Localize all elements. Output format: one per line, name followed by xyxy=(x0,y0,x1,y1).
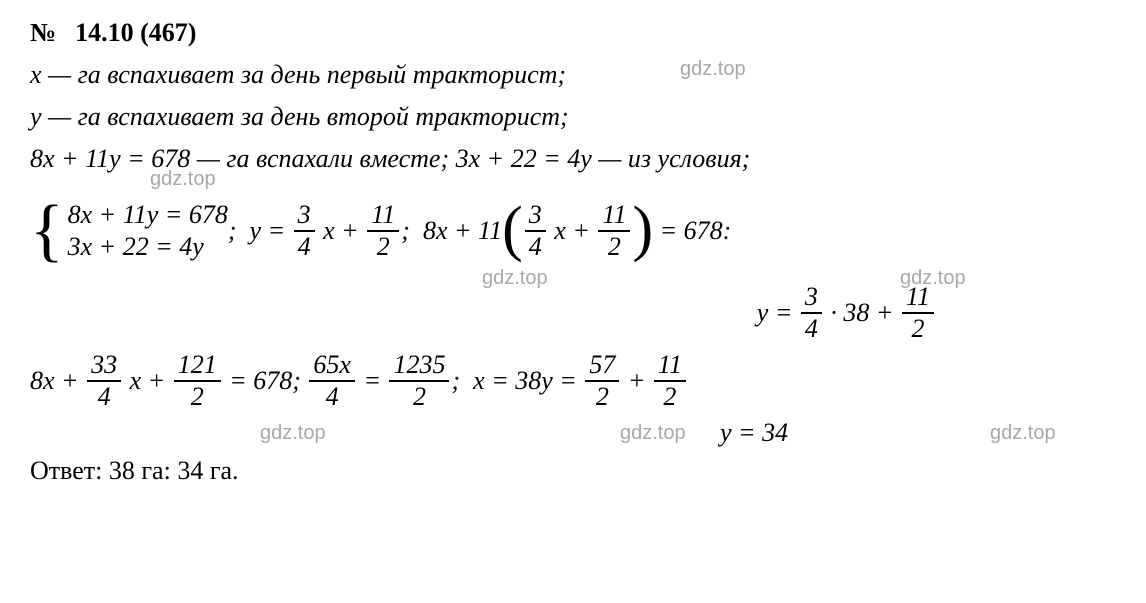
fraction: 1235 2 xyxy=(389,352,449,410)
number-prefix: № xyxy=(30,18,56,47)
semicolon: ; xyxy=(451,366,473,396)
fraction-den: 2 xyxy=(585,382,619,410)
fraction-den: 4 xyxy=(309,382,355,410)
text: x + xyxy=(123,366,172,396)
fraction: 3 4 xyxy=(801,284,822,342)
text: 8x + xyxy=(30,366,85,396)
fraction-den: 2 xyxy=(367,232,399,260)
fraction-num: 33 xyxy=(87,352,121,382)
fraction-num: 65x xyxy=(309,352,355,382)
definition-y: y — га вспахивает за день второй трактор… xyxy=(30,102,1116,136)
watermark: gdz.top xyxy=(680,58,746,81)
fraction-den: 4 xyxy=(525,232,546,260)
semicolon: ; xyxy=(401,216,423,246)
text: = 678; xyxy=(223,366,308,396)
fraction: 65x 4 xyxy=(309,352,355,410)
y-equals: y = xyxy=(541,366,583,396)
fraction-num: 3 xyxy=(801,284,822,314)
fraction-den: 4 xyxy=(87,382,121,410)
answer-line: Ответ: 38 га: 34 га. xyxy=(30,456,1116,490)
fraction-num: 11 xyxy=(598,202,630,232)
fraction: 3 4 xyxy=(294,202,315,260)
fraction-num: 57 xyxy=(585,352,619,382)
y-equals: y = xyxy=(757,298,799,328)
fraction-num: 11 xyxy=(654,352,686,382)
answer-text: Ответ: 38 га: 34 га. xyxy=(30,456,239,485)
fraction: 11 2 xyxy=(902,284,934,342)
fraction-den: 2 xyxy=(902,314,934,342)
y-equals: y = xyxy=(250,216,292,246)
fraction-den: 2 xyxy=(598,232,630,260)
text: · 38 + xyxy=(824,298,900,328)
definition-x-text: x — га вспахивает за день первый трактор… xyxy=(30,60,566,89)
y-intermediate-row: y = 3 4 · 38 + 11 2 xyxy=(30,284,1116,342)
fraction-den: 2 xyxy=(174,382,221,410)
y-result-row: gdz.top gdz.top y = 34 gdz.top xyxy=(30,418,1116,452)
text: + xyxy=(621,366,652,396)
fraction-num: 3 xyxy=(525,202,546,232)
text: x + xyxy=(548,216,597,246)
fraction-num: 1235 xyxy=(389,352,449,382)
fraction-num: 3 xyxy=(294,202,315,232)
left-brace-icon: { xyxy=(30,196,64,266)
fraction: 11 2 xyxy=(654,352,686,410)
left-paren-icon: ( xyxy=(502,198,523,260)
equations-summary-text: 8x + 11y = 678 — га вспахали вместе; 3x … xyxy=(30,144,750,173)
system-eq-1: 8x + 11y = 678 xyxy=(68,199,228,231)
problem-number: № 14.10 (467) xyxy=(30,18,1116,52)
number-value: 14.10 (467) xyxy=(75,18,196,47)
semicolon: ; xyxy=(228,216,250,246)
definition-x: x — га вспахивает за день первый трактор… xyxy=(30,60,1116,94)
fraction-den: 2 xyxy=(654,382,686,410)
fraction: 57 2 xyxy=(585,352,619,410)
text: x + xyxy=(317,216,366,246)
watermark: gdz.top xyxy=(990,422,1056,445)
definition-y-text: y — га вспахивает за день второй трактор… xyxy=(30,102,569,131)
x-result: x = 38 xyxy=(473,366,541,396)
fraction: 33 4 xyxy=(87,352,121,410)
fraction-num: 11 xyxy=(367,202,399,232)
watermark: gdz.top xyxy=(150,168,216,191)
fraction-den: 2 xyxy=(389,382,449,410)
fraction-den: 4 xyxy=(294,232,315,260)
fraction: 121 2 xyxy=(174,352,221,410)
equation-system: { 8x + 11y = 678 3x + 22 = 4y xyxy=(30,196,228,266)
y-result: y = 34 xyxy=(720,418,788,448)
fraction-num: 121 xyxy=(174,352,221,382)
watermark: gdz.top xyxy=(620,422,686,445)
fraction-num: 11 xyxy=(902,284,934,314)
fraction: 11 2 xyxy=(367,202,399,260)
expansion-row: 8x + 33 4 x + 121 2 = 678; 65x 4 = 1235 … xyxy=(30,352,1116,410)
system-row: gdz.top { 8x + 11y = 678 3x + 22 = 4y ; … xyxy=(30,196,1116,266)
watermark: gdz.top xyxy=(260,422,326,445)
fraction: 11 2 xyxy=(598,202,630,260)
fraction-den: 4 xyxy=(801,314,822,342)
fraction: 3 4 xyxy=(525,202,546,260)
text: = xyxy=(357,366,388,396)
system-eq-2: 3x + 22 = 4y xyxy=(68,231,228,263)
text: = 678: xyxy=(653,216,731,246)
text: 8x + 11 xyxy=(423,216,502,246)
right-paren-icon: ) xyxy=(632,198,653,260)
